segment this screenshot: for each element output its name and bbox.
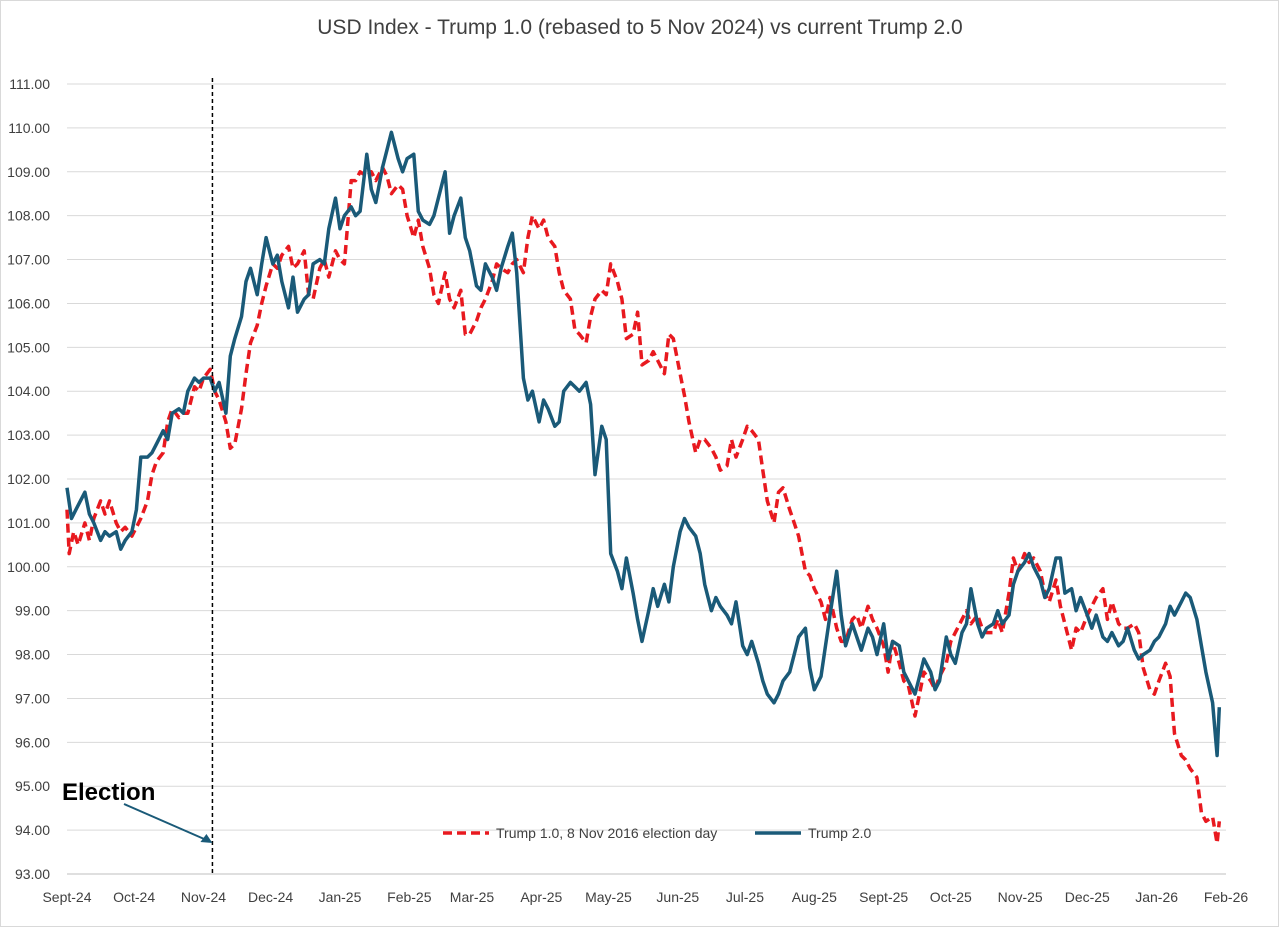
election-marker-group: Election xyxy=(62,78,214,874)
legend-label-trump-2: Trump 2.0 xyxy=(808,825,871,841)
y-tick-label: 100.00 xyxy=(7,559,50,575)
y-tick-label: 103.00 xyxy=(7,427,50,443)
y-tick-label: 93.00 xyxy=(15,866,50,882)
x-tick-label: Dec-24 xyxy=(248,889,293,905)
y-tick-label: 111.00 xyxy=(9,76,50,92)
series-line-trump-1 xyxy=(65,165,1222,846)
y-tick-label: 104.00 xyxy=(7,383,50,399)
y-tick-label: 108.00 xyxy=(7,208,50,224)
x-tick-label: Jul-25 xyxy=(726,889,764,905)
election-annotation-label: Election xyxy=(62,779,155,806)
y-tick-label: 102.00 xyxy=(7,471,50,487)
x-tick-label: Jun-25 xyxy=(656,889,699,905)
y-tick-label: 97.00 xyxy=(15,690,50,706)
y-tick-label: 106.00 xyxy=(7,295,50,311)
y-tick-label: 94.00 xyxy=(15,822,50,838)
y-tick-label: 110.00 xyxy=(8,120,50,136)
x-tick-label: Jan-25 xyxy=(319,889,362,905)
x-tick-label: Feb-25 xyxy=(387,889,432,905)
x-tick-label: Dec-25 xyxy=(1065,889,1110,905)
x-axis-ticks: Sept-24 Oct-24 Nov-24 Dec-24 Jan-25 Feb-25 Mar… xyxy=(42,889,1248,905)
x-tick-label: Nov-25 xyxy=(998,889,1043,905)
x-tick-label: Oct-25 xyxy=(930,889,972,905)
x-tick-label: Mar-25 xyxy=(450,889,495,905)
x-tick-label: Aug-25 xyxy=(792,889,837,905)
chart-title: USD Index - Trump 1.0 (rebased to 5 Nov … xyxy=(317,16,963,39)
y-tick-label: 98.00 xyxy=(15,647,50,663)
legend-label-trump-1: Trump 1.0, 8 Nov 2016 election day xyxy=(496,825,717,841)
x-tick-label: Feb-26 xyxy=(1204,889,1249,905)
x-tick-label: Oct-24 xyxy=(113,889,155,905)
y-tick-label: 95.00 xyxy=(15,778,50,794)
x-tick-label: Nov-24 xyxy=(181,889,226,905)
y-tick-label: 105.00 xyxy=(7,339,50,355)
election-arrow-head xyxy=(200,834,213,843)
y-tick-label: 101.00 xyxy=(7,515,50,531)
legend: Trump 1.0, 8 Nov 2016 election day Trump … xyxy=(443,825,871,841)
x-tick-label: Sept-25 xyxy=(859,889,908,905)
gridlines xyxy=(67,83,1226,875)
x-tick-label: Apr-25 xyxy=(520,889,562,905)
y-tick-label: 99.00 xyxy=(15,603,50,619)
series-line-trump-2 xyxy=(65,130,1222,758)
y-tick-label: 96.00 xyxy=(15,734,50,750)
series-lines xyxy=(65,130,1222,846)
x-tick-label: Jan-26 xyxy=(1135,889,1178,905)
y-tick-label: 107.00 xyxy=(7,252,50,268)
election-arrow-line xyxy=(123,803,207,841)
x-tick-label: May-25 xyxy=(585,889,632,905)
x-tick-label: Sept-24 xyxy=(42,889,91,905)
y-tick-label: 109.00 xyxy=(7,164,50,180)
y-axis-ticks: 93.00 94.00 95.00 96.00 97.00 98.00 99.00 100.0… xyxy=(7,76,50,882)
